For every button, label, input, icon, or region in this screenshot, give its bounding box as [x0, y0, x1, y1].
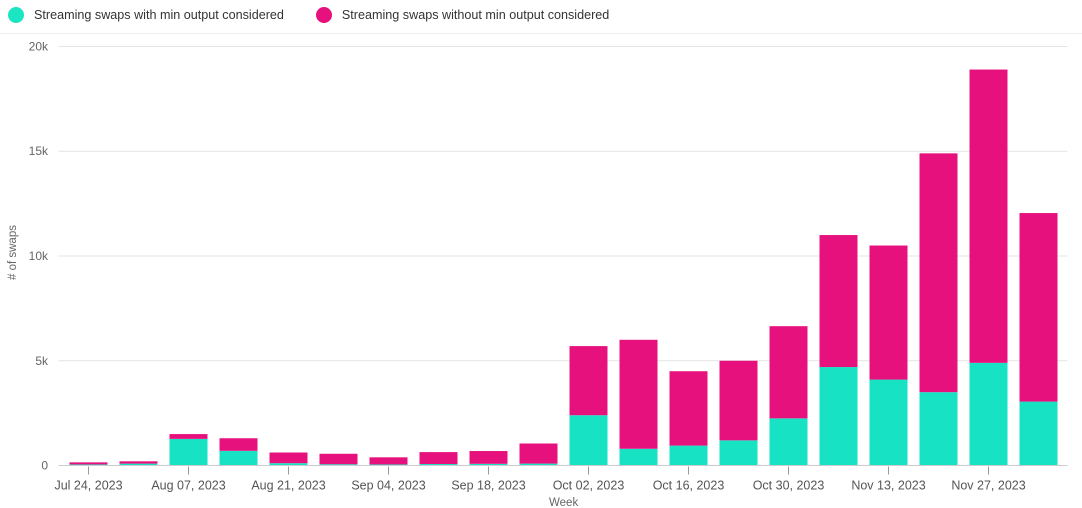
svg-text:20k: 20k [29, 40, 49, 54]
svg-text:Oct 16, 2023: Oct 16, 2023 [653, 479, 725, 493]
svg-text:10k: 10k [29, 249, 49, 263]
svg-text:Oct 30, 2023: Oct 30, 2023 [753, 479, 825, 493]
svg-text:Oct 02, 2023: Oct 02, 2023 [553, 479, 625, 493]
svg-text:Aug 07, 2023: Aug 07, 2023 [151, 479, 225, 493]
svg-text:Aug 21, 2023: Aug 21, 2023 [251, 479, 325, 493]
svg-text:Nov 27, 2023: Nov 27, 2023 [951, 479, 1025, 493]
svg-text:Sep 04, 2023: Sep 04, 2023 [351, 479, 425, 493]
svg-text:5k: 5k [35, 354, 49, 368]
svg-text:Jul 24, 2023: Jul 24, 2023 [54, 479, 122, 493]
svg-text:Sep 18, 2023: Sep 18, 2023 [451, 479, 525, 493]
svg-text:0: 0 [41, 459, 48, 473]
svg-text:15k: 15k [29, 144, 49, 158]
svg-text:Nov 13, 2023: Nov 13, 2023 [851, 479, 925, 493]
